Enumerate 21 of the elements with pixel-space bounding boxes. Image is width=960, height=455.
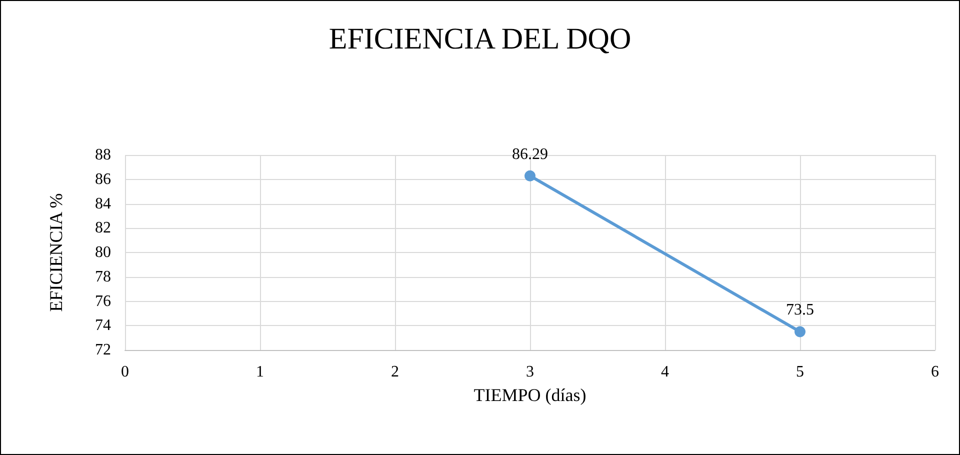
x-tick-label: 5 xyxy=(796,364,804,380)
y-tick-label: 78 xyxy=(95,268,111,286)
x-tick-label: 6 xyxy=(931,364,939,380)
chart-title: EFICIENCIA DEL DQO xyxy=(328,22,632,56)
y-tick-label: 88 xyxy=(95,146,111,164)
x-tick-label: 3 xyxy=(526,364,534,380)
x-tick-label: 4 xyxy=(661,364,669,380)
y-tick-label: 84 xyxy=(95,195,111,212)
y-tick-label: 72 xyxy=(95,342,111,358)
y-tick-label: 86 xyxy=(95,170,111,188)
data-label: 86.29 xyxy=(512,146,548,163)
y-tick-label: 82 xyxy=(95,220,111,237)
y-tick-label: 74 xyxy=(95,317,111,334)
y-tick-label: 76 xyxy=(95,292,111,310)
x-tick-label: 0 xyxy=(121,364,129,380)
data-label: 73.5 xyxy=(786,302,814,319)
y-axis-title: EFICIENCIA % xyxy=(46,193,66,312)
x-tick-label: 2 xyxy=(391,364,399,380)
x-axis-title: TIEMPO (días) xyxy=(474,385,586,405)
y-tick-label: 80 xyxy=(95,244,111,261)
x-tick-label: 1 xyxy=(256,364,264,380)
